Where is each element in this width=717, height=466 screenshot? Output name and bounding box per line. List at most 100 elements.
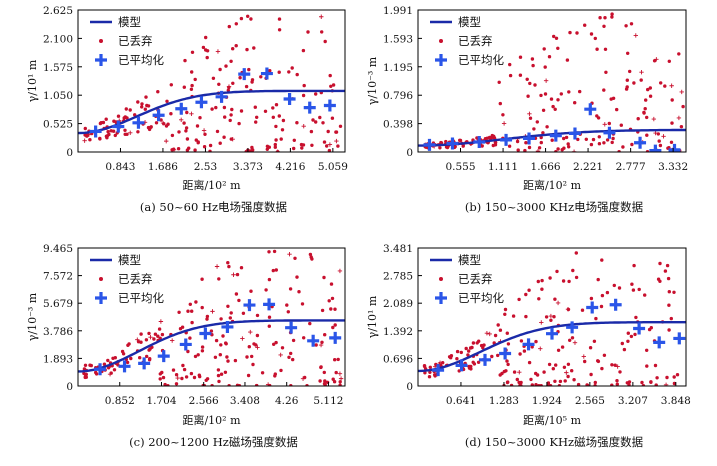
discarded-point bbox=[656, 132, 660, 136]
discarded-point bbox=[174, 373, 179, 377]
discarded-point bbox=[310, 143, 314, 147]
discarded-point bbox=[106, 366, 111, 370]
discarded-point bbox=[272, 249, 277, 254]
discarded-point bbox=[123, 128, 127, 132]
discarded-point bbox=[573, 101, 577, 105]
discarded-point bbox=[163, 382, 167, 386]
discarded-point bbox=[104, 117, 108, 121]
discarded-point bbox=[636, 117, 640, 121]
discarded-point bbox=[169, 83, 173, 87]
discarded-point bbox=[291, 338, 296, 343]
discarded-point bbox=[515, 139, 520, 144]
discarded-point bbox=[524, 141, 528, 145]
discarded-point bbox=[519, 380, 523, 385]
discarded-point bbox=[501, 121, 507, 126]
discarded-point bbox=[280, 128, 285, 132]
discarded-point bbox=[555, 300, 561, 306]
discarded-point bbox=[428, 370, 432, 374]
x-tick-label: 4.216 bbox=[275, 161, 305, 173]
discarded-point bbox=[600, 293, 605, 298]
discarded-point bbox=[287, 355, 291, 359]
discarded-point bbox=[322, 140, 327, 144]
averaged-point bbox=[243, 299, 256, 312]
discarded-point bbox=[565, 58, 570, 62]
discarded-point bbox=[140, 105, 144, 109]
discarded-point bbox=[609, 97, 613, 101]
discarded-point bbox=[180, 376, 184, 381]
discarded-point bbox=[562, 136, 566, 141]
discarded-point bbox=[112, 368, 117, 372]
discarded-point bbox=[552, 34, 556, 39]
discarded-point bbox=[113, 133, 118, 138]
axes-frame bbox=[417, 9, 687, 153]
discarded-point bbox=[308, 252, 313, 257]
discarded-point bbox=[182, 121, 186, 125]
discarded-point bbox=[320, 30, 324, 34]
discarded-point bbox=[496, 353, 500, 358]
discarded-point bbox=[291, 357, 295, 362]
discarded-point bbox=[318, 379, 322, 383]
discarded-point bbox=[545, 125, 549, 129]
discarded-point bbox=[667, 328, 671, 332]
discarded-point bbox=[144, 95, 148, 99]
y-tick-label: 1.893 bbox=[43, 353, 73, 365]
discarded-point bbox=[116, 114, 121, 118]
discarded-point bbox=[193, 148, 197, 152]
discarded-point bbox=[556, 98, 560, 102]
discarded-point bbox=[271, 268, 275, 273]
discarded-point bbox=[326, 129, 330, 134]
discarded-point bbox=[438, 146, 442, 150]
legend-discarded-label: 已丢弃 bbox=[118, 272, 153, 286]
discarded-point bbox=[224, 64, 228, 68]
discarded-point bbox=[106, 358, 110, 363]
discarded-point bbox=[255, 313, 260, 318]
y-tick-label: 0 bbox=[66, 147, 73, 159]
discarded-point bbox=[226, 359, 230, 363]
discarded-point bbox=[528, 116, 533, 120]
discarded-point bbox=[272, 342, 276, 346]
discarded-point bbox=[302, 336, 306, 340]
discarded-point bbox=[218, 353, 222, 357]
discarded-point bbox=[190, 83, 194, 88]
discarded-point bbox=[572, 378, 576, 382]
discarded-point bbox=[336, 357, 340, 362]
discarded-point bbox=[88, 138, 92, 142]
discarded-point bbox=[626, 339, 630, 343]
discarded-point bbox=[248, 329, 253, 335]
discarded-point bbox=[605, 138, 610, 142]
averaged-point bbox=[609, 298, 622, 311]
discarded-point bbox=[455, 349, 460, 354]
chart-caption: (d) 150~3000 KHz磁场强度数据 bbox=[465, 435, 644, 449]
discarded-point bbox=[645, 133, 649, 137]
discarded-point bbox=[509, 383, 514, 386]
discarded-point bbox=[231, 81, 235, 86]
discarded-point bbox=[603, 47, 608, 51]
discarded-point bbox=[83, 126, 88, 131]
discarded-point bbox=[603, 16, 607, 20]
discarded-point bbox=[249, 17, 253, 21]
discarded-point bbox=[273, 372, 277, 376]
discarded-point bbox=[669, 83, 674, 88]
discarded-point bbox=[225, 355, 229, 359]
discarded-point bbox=[321, 121, 325, 125]
discarded-point bbox=[468, 346, 473, 350]
discarded-point bbox=[607, 121, 611, 126]
x-tick-label: 0.852 bbox=[105, 395, 135, 407]
discarded-point bbox=[602, 353, 607, 357]
discarded-point bbox=[423, 371, 427, 375]
discarded-point bbox=[334, 370, 338, 375]
discarded-point bbox=[524, 314, 528, 319]
discarded-point bbox=[249, 289, 253, 293]
discarded-point bbox=[602, 24, 606, 28]
discarded-point bbox=[247, 67, 251, 72]
legend-discarded-swatch bbox=[439, 39, 443, 43]
discarded-point bbox=[292, 138, 296, 142]
discarded-point bbox=[274, 124, 278, 129]
discarded-point bbox=[624, 24, 628, 28]
y-tick-label: 0 bbox=[66, 381, 73, 393]
discarded-point bbox=[153, 332, 158, 336]
discarded-point bbox=[669, 316, 673, 321]
y-tick-label: 0 bbox=[406, 147, 413, 159]
